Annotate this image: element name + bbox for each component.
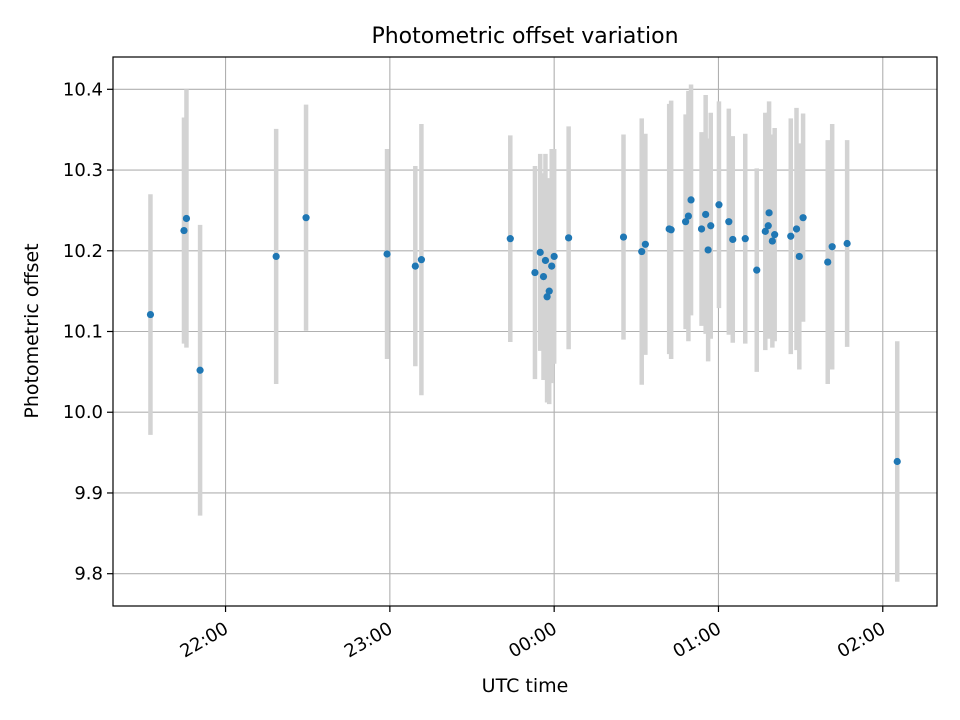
chart-title: Photometric offset variation [371, 24, 678, 49]
data-point [196, 366, 204, 374]
data-point [697, 225, 706, 233]
data-point [667, 226, 675, 234]
data-point [792, 225, 801, 233]
data-point [684, 212, 693, 220]
data-point [687, 196, 695, 204]
data-point [761, 227, 769, 235]
y-tick-label: 10.2 [63, 241, 103, 262]
data-point [531, 268, 539, 277]
data-point [771, 231, 779, 239]
data-point [543, 293, 551, 301]
data-point [550, 252, 558, 261]
data-point [715, 201, 723, 209]
data-point [828, 243, 836, 251]
data-point [725, 218, 733, 226]
data-point [272, 252, 280, 261]
data-point [799, 214, 807, 222]
y-tick-label: 10.1 [63, 322, 103, 343]
y-axis-ticks: 9.8 9.9 10.0 10.1 10.2 10.3 10.4 [63, 79, 113, 585]
data-point [843, 239, 851, 248]
data-point [541, 256, 550, 265]
y-tick-label: 10.3 [63, 160, 103, 181]
y-tick-label: 9.8 [74, 564, 103, 585]
data-point [565, 234, 573, 242]
data-point [539, 273, 548, 281]
data-point [764, 222, 772, 230]
data-point [765, 209, 773, 217]
data-point [506, 235, 514, 243]
data-point [545, 287, 553, 295]
data-point [893, 457, 901, 466]
data-point [182, 214, 191, 223]
y-tick-label: 9.9 [74, 483, 103, 504]
data-point [146, 310, 155, 319]
y-tick-label: 10.0 [63, 402, 103, 423]
data-point [741, 235, 749, 243]
data-points [146, 196, 901, 466]
data-point [411, 262, 419, 270]
data-point [702, 210, 710, 219]
y-axis-label: Photometric offset [21, 243, 43, 418]
data-point [795, 252, 803, 261]
data-point [787, 232, 795, 240]
data-point [704, 246, 712, 254]
data-point [417, 256, 426, 264]
data-point [302, 214, 310, 222]
y-tick-label: 10.4 [63, 79, 103, 100]
data-point [753, 266, 761, 274]
data-point [729, 235, 737, 244]
data-point [638, 247, 646, 256]
data-point [707, 222, 715, 230]
data-point [619, 233, 628, 241]
data-point [536, 248, 544, 256]
data-point [768, 237, 776, 245]
data-point [641, 240, 649, 248]
data-point [824, 258, 832, 266]
data-point [180, 226, 188, 235]
data-point [682, 218, 690, 226]
data-point [548, 262, 556, 270]
x-axis-label: UTC time [482, 675, 569, 697]
data-point [383, 250, 391, 258]
